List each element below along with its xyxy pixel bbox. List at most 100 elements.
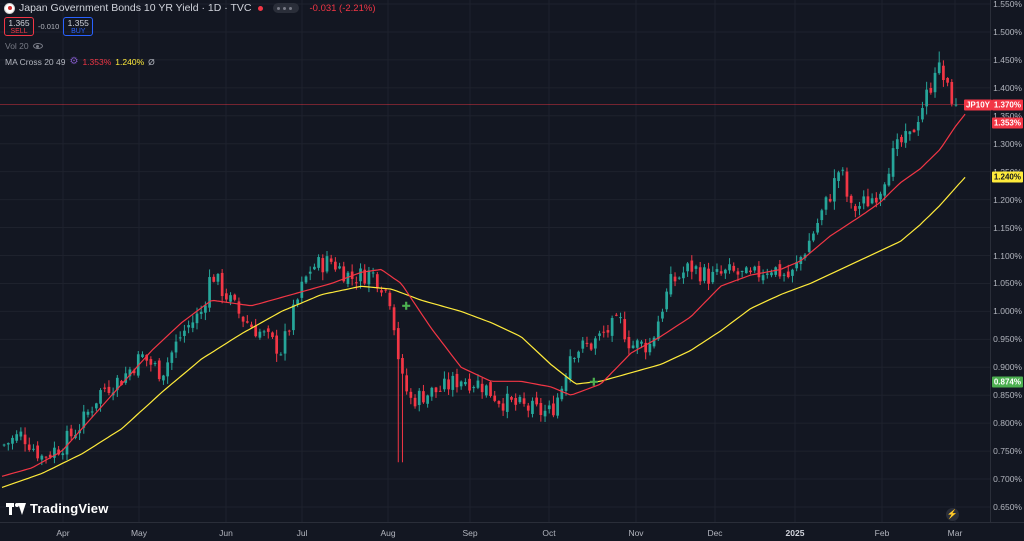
candle-body: [438, 390, 442, 392]
candle-body: [178, 337, 182, 339]
ma-fast-value: 1.353%: [82, 56, 112, 67]
buy-price: 1.355: [67, 18, 89, 28]
tradingview-logo[interactable]: TradingView: [6, 501, 109, 516]
candle-body: [275, 335, 279, 354]
candle-body: [849, 195, 853, 203]
price-tick-label: 0.700%: [993, 474, 1022, 485]
candle-body: [682, 272, 685, 279]
candle-body: [652, 337, 656, 347]
candle-body: [128, 369, 132, 377]
price-axis[interactable]: 1.550% 1.500% 1.450% 1.400% 1.350% 1.300% 1.25…: [963, 0, 1024, 522]
candle-body: [845, 171, 849, 197]
candle-body: [853, 206, 857, 211]
price-tick-label: 0.900%: [993, 362, 1022, 373]
eye-icon[interactable]: [32, 43, 43, 49]
candle-body: [879, 193, 882, 200]
candle-body: [912, 129, 916, 133]
candle-body: [677, 277, 681, 279]
candle-body: [895, 139, 899, 150]
settings-gear-icon[interactable]: ⚙: [69, 56, 79, 67]
candle-body: [933, 72, 937, 93]
buy-button[interactable]: 1.355 BUY: [63, 17, 94, 36]
symbol-header[interactable]: Japan Government Bonds 10 YR Yield · 1D …: [4, 2, 376, 14]
lightning-icon[interactable]: ⚡: [946, 508, 959, 521]
candle-body: [728, 264, 731, 271]
ma-fast-line: [1, 113, 966, 477]
candle-body: [313, 266, 316, 270]
candle-body: [476, 380, 480, 388]
candle-body: [443, 378, 446, 390]
more-options-icon[interactable]: [273, 3, 300, 13]
candle-body: [317, 257, 320, 268]
candle-body: [392, 307, 396, 331]
candle-body: [287, 330, 291, 332]
volume-indicator-legend[interactable]: Vol 20: [5, 41, 43, 51]
ma-slow-value: 1.240%: [115, 56, 145, 67]
candle-body: [908, 131, 912, 135]
candle-body: [669, 274, 673, 295]
candle-body: [585, 342, 589, 344]
symbol-title[interactable]: Japan Government Bonds 10 YR Yield · 1D …: [19, 2, 252, 14]
spread-value: -0.010: [38, 22, 60, 31]
ma-suffix: Ø: [148, 56, 155, 67]
candle-body: [531, 400, 534, 414]
candle-body: [589, 343, 593, 350]
candle-body: [900, 136, 903, 143]
price-badge: 1.240%: [991, 171, 1023, 183]
ma-cross-marker: [589, 377, 598, 386]
buy-label: BUY: [71, 27, 86, 35]
price-tick-label: 1.350%: [993, 110, 1022, 121]
candle-body: [53, 447, 56, 458]
candle-body: [812, 233, 815, 241]
candle-body: [430, 387, 434, 397]
volume-label: Vol 20: [5, 41, 29, 51]
candle-body: [258, 331, 262, 338]
candle-body: [925, 89, 928, 107]
candle-body: [11, 437, 14, 444]
time-tick-label: Mar: [947, 528, 963, 538]
candle-body: [354, 282, 358, 284]
candle-body: [560, 388, 564, 400]
price-tick-label: 0.800%: [993, 418, 1022, 429]
candle-body: [807, 240, 811, 252]
candle-body: [82, 411, 86, 428]
candle-body: [577, 351, 580, 358]
ma-cross-marker: [402, 301, 411, 310]
candle-body: [145, 354, 149, 361]
candle-body: [94, 403, 98, 409]
candle-body: [874, 197, 878, 203]
candle-body: [266, 328, 270, 332]
candle-body: [19, 431, 23, 437]
candle-body: [673, 276, 677, 282]
ma-cross-label: MA Cross 20 49: [5, 56, 66, 67]
time-axis[interactable]: Apr May Jun Jul Aug Sep Oct Nov Dec 2025 Feb Mar: [0, 522, 1024, 541]
candle-body: [816, 223, 819, 233]
candle-body: [824, 197, 828, 210]
candle-body: [216, 273, 220, 282]
sell-button[interactable]: 1.365 SELL: [4, 17, 34, 36]
candle-body: [841, 169, 845, 171]
candle-body: [736, 271, 740, 275]
price-chart[interactable]: [0, 0, 990, 522]
candle-body: [820, 210, 824, 221]
candle-body: [950, 82, 954, 104]
candle-body: [753, 266, 757, 271]
candle-body: [300, 281, 304, 298]
tradingview-logo-text: TradingView: [30, 501, 109, 516]
candle-body: [183, 330, 186, 336]
candle-body: [954, 104, 958, 106]
candle-body: [564, 376, 568, 391]
candle-body: [522, 398, 526, 404]
price-tick-label: 1.100%: [993, 250, 1022, 261]
candle-body: [665, 291, 668, 310]
candle-body: [271, 332, 274, 338]
price-tick-label: 1.250%: [993, 167, 1022, 177]
time-tick-label: Jul: [296, 528, 308, 538]
time-tick-label: Dec: [707, 528, 723, 538]
candle-body: [375, 274, 379, 289]
chart-area[interactable]: [0, 0, 990, 522]
candle-body: [187, 325, 190, 328]
candle-body: [44, 456, 48, 458]
candle-body: [891, 148, 895, 177]
ma-cross-legend[interactable]: MA Cross 20 49 ⚙ 1.353% 1.240% Ø: [5, 56, 155, 67]
